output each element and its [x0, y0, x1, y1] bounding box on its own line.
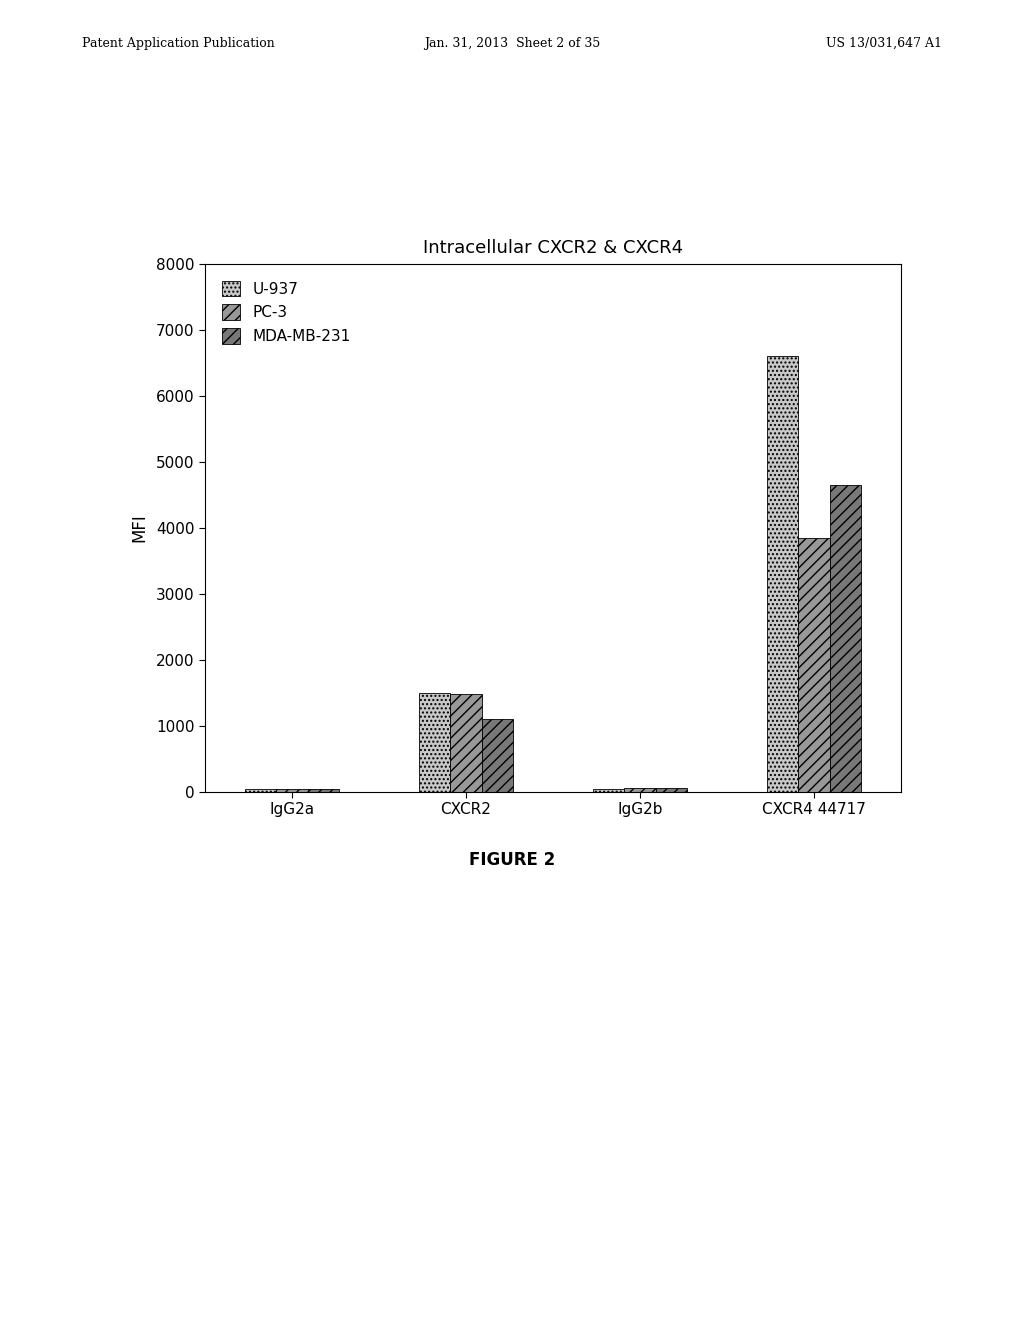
Bar: [481, 719, 513, 792]
Bar: [245, 789, 276, 792]
Title: Intracellular CXCR2 & CXCR4: Intracellular CXCR2 & CXCR4: [423, 239, 683, 257]
Bar: [799, 539, 829, 792]
Bar: [655, 788, 687, 792]
Y-axis label: MFI: MFI: [131, 513, 148, 543]
Bar: [829, 484, 861, 792]
Bar: [625, 788, 655, 792]
Legend: U-937, PC-3, MDA-MB-231: U-937, PC-3, MDA-MB-231: [212, 272, 359, 354]
Text: Jan. 31, 2013  Sheet 2 of 35: Jan. 31, 2013 Sheet 2 of 35: [424, 37, 600, 50]
Text: US 13/031,647 A1: US 13/031,647 A1: [826, 37, 942, 50]
Text: FIGURE 2: FIGURE 2: [469, 851, 555, 870]
Bar: [276, 789, 307, 792]
Bar: [593, 789, 625, 792]
Text: Patent Application Publication: Patent Application Publication: [82, 37, 274, 50]
Bar: [451, 694, 481, 792]
Bar: [767, 356, 799, 792]
Bar: [307, 789, 339, 792]
Bar: [419, 693, 451, 792]
